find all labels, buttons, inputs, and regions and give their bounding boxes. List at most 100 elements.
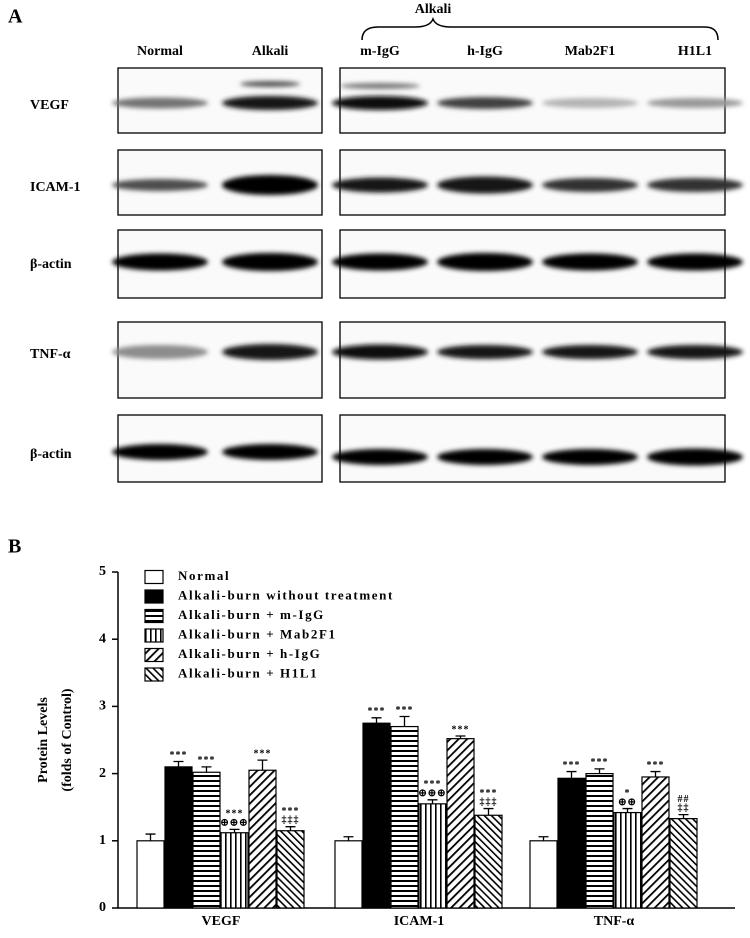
x-tick-label: TNF-α [594,914,635,929]
significance: * [625,788,631,799]
bar [192,771,221,909]
x-tick-label: ICAM-1 [394,914,445,929]
band [112,253,208,271]
row-label: ICAM-1 [30,180,81,195]
lane-label: Mab2F1 [565,44,616,59]
band [332,253,428,271]
band [222,96,318,110]
blots: Normal Alkali m-IgG h-IgG Mab2F1 H1L1 VEGF ICAM… [30,44,743,483]
y-tick-label: 0 [99,900,106,915]
band [222,344,318,360]
bar [248,769,277,909]
legend-label: Alkali-burn without treatment [178,587,394,602]
bar [362,722,391,909]
legend-label: Alkali-burn + H1L1 [178,665,318,680]
band [542,449,638,465]
band [542,345,638,359]
legend-swatch [144,667,164,682]
significance: *** [254,748,272,759]
legend-swatch [144,647,164,663]
band [222,444,318,460]
legend-swatch [144,628,164,643]
row-label: β-actin [30,447,72,462]
significance: *** [282,806,300,817]
significance: *** [198,755,216,766]
significance: *** [452,724,470,735]
legend-swatch [144,569,164,585]
bar [641,776,670,909]
legend-swatch [144,589,164,604]
y-axis-label: Protein Levels [36,697,51,783]
bracket [361,16,719,41]
error-bar [622,807,633,813]
error-bar [399,715,410,727]
significance: ⊕⊕ [618,797,637,808]
group-label: Alkali [415,2,452,17]
band [112,179,208,191]
error-bar [343,836,354,841]
significance: ‡‡‡ [480,797,498,808]
error-bar [229,828,240,833]
blot-box [339,321,726,399]
band [542,253,638,271]
error-bar [285,826,296,831]
y-axis-label: (folds of Control) [60,688,75,792]
blot-box [339,414,726,483]
significance: ‡‡‡ [282,815,300,826]
band [647,178,743,192]
bar [446,738,475,909]
band [437,449,533,465]
legend-swatch [144,608,164,624]
y-tick-label: 2 [99,766,106,781]
row-label: VEGF [30,98,69,113]
band [340,83,420,89]
error-bar [427,799,438,804]
band [240,81,300,87]
lane-label: Normal [137,44,183,59]
error-bar [678,813,689,819]
y-tick-label: 1 [99,833,106,848]
error-bar [650,770,661,777]
band [542,178,638,192]
band [332,344,428,360]
error-bar [201,766,212,773]
error-bar [566,770,577,779]
bar [164,766,193,909]
legend-label: Alkali-burn + h-IgG [178,646,321,661]
significance: *** [226,809,244,820]
blot-box [117,321,323,399]
significance: ⊕⊕⊕ [418,788,446,799]
legend-label: Normal [178,568,230,583]
band [332,449,428,465]
band [112,345,208,359]
significance: *** [480,788,498,799]
band [112,97,208,109]
bar [529,840,558,909]
significance: *** [170,750,188,761]
error-bar [257,759,268,771]
error-bar [145,833,156,841]
lane-label: H1L1 [678,44,712,59]
band [332,177,428,193]
x-tick-label: VEGF [202,914,241,929]
row-label: TNF-α [30,347,71,362]
band [222,253,318,271]
band [112,444,208,460]
legend-label: Alkali-burn + Mab2F1 [178,626,337,641]
bar [613,811,642,909]
legend-label: Alkali-burn + m-IgG [178,607,325,622]
bar [557,777,586,909]
band [647,253,743,271]
bar [334,840,363,909]
band [437,345,533,359]
lane-label: h-IgG [467,44,503,59]
y-tick-label: 4 [99,631,106,646]
band [437,176,533,194]
band [542,98,638,108]
bar [136,840,165,909]
row-label: β-actin [30,257,72,272]
bar [474,814,503,909]
bar [390,725,419,909]
error-bar [538,836,549,841]
